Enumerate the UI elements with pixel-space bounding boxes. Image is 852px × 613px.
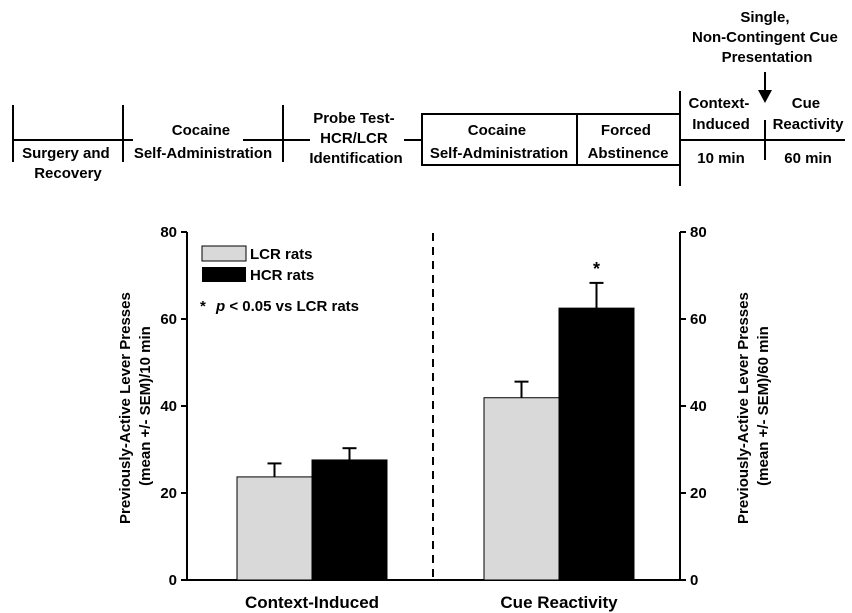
stage-7-duration: 60 min <box>784 150 832 167</box>
stage-1-label: Surgery and Recovery <box>22 145 114 182</box>
bar-hcr <box>311 459 388 581</box>
y-tick-label-left: 60 <box>160 311 177 328</box>
stage-2-label: Cocaine Self-Administration <box>134 122 272 162</box>
timeline-labels: Surgery and Recovery Cocaine Self-Admini… <box>22 9 844 182</box>
cue-arrow-head <box>758 90 772 103</box>
bar-lcr <box>483 397 560 581</box>
legend-swatch-hcr <box>202 267 246 282</box>
stage-4-label: Cocaine Self-Administration <box>430 122 568 162</box>
significance-marker: * <box>593 259 600 279</box>
significance-note-text: < 0.05 vs LCR rats <box>229 298 359 315</box>
y-tick-label-left: 40 <box>160 398 177 415</box>
significance-note-p: p <box>215 298 225 315</box>
significance-note: * p < 0.05 vs LCR rats <box>200 298 359 315</box>
stage-7-label: Cue Reactivity <box>773 95 845 133</box>
x-category-label: Context-Induced <box>245 593 379 612</box>
stage-5-label: Forced Abstinence <box>588 122 669 162</box>
y-tick-label-left: 0 <box>169 572 177 589</box>
bar-hcr <box>558 307 635 581</box>
bar-chart: 0 0 20 20 40 40 60 60 80 80 Context-Induced Cue Rea… <box>117 224 772 612</box>
y-axis-label-left: Previously-Active Lever Presses (mean +/… <box>117 288 154 524</box>
y-tick-label-left: 20 <box>160 485 177 502</box>
legend-swatch-lcr <box>201 245 247 262</box>
significance-note-star: * <box>200 298 206 315</box>
cue-note: Single, Non-Contingent Cue Presentation <box>692 9 842 66</box>
legend-label-lcr: LCR rats <box>250 246 313 263</box>
legend: LCR rats HCR rats <box>201 245 314 284</box>
y-tick-label-right: 80 <box>690 224 707 241</box>
x-category-label: Cue Reactivity <box>500 593 618 612</box>
y-tick-label-left: 80 <box>160 224 177 241</box>
y-tick-label-right: 40 <box>690 398 707 415</box>
legend-label-hcr: HCR rats <box>250 267 314 284</box>
timeline <box>12 72 845 186</box>
y-tick-label-right: 60 <box>690 311 707 328</box>
stage-3-label: Probe Test- HCR/LCR Identification <box>309 110 402 167</box>
y-tick-label-right: 0 <box>690 572 698 589</box>
y-tick-label-right: 20 <box>690 485 707 502</box>
bar-lcr <box>236 476 313 581</box>
stage-6-label: Context- Induced <box>689 95 754 133</box>
bars-layer: * <box>236 259 635 581</box>
stage-6-duration: 10 min <box>697 150 745 167</box>
y-axis-label-right: Previously-Active Lever Presses (mean +/… <box>735 288 772 524</box>
